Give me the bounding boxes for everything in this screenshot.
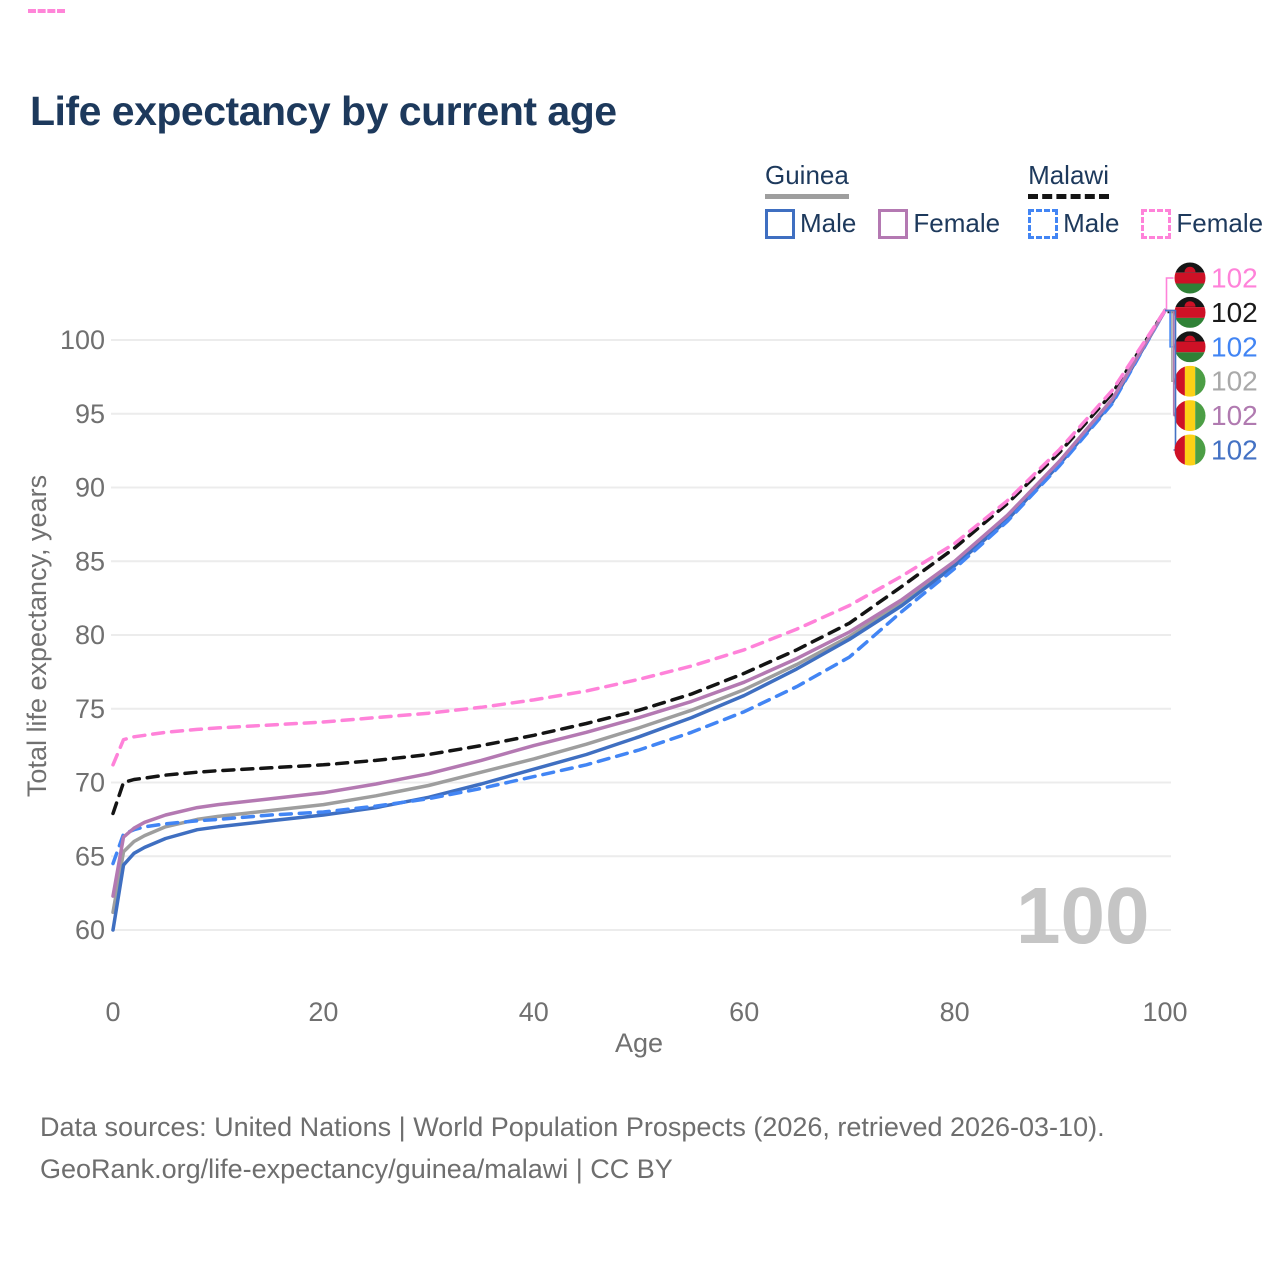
x-axis-title: Age (615, 1028, 663, 1058)
flag-malawi-icon (1174, 262, 1206, 294)
end-label-connector-guinea-total (1165, 309, 1174, 382)
stray-dash-artifact (28, 9, 65, 13)
y-tick-label: 75 (75, 694, 105, 724)
malawi-female-swatch-icon (1141, 208, 1172, 239)
legend-group-guinea: Guinea Male Female (765, 160, 1000, 239)
malawi-male-swatch-icon (1028, 208, 1059, 239)
series-line-malawi-total (111, 308, 1167, 816)
page-title: Life expectancy by current age (30, 88, 617, 134)
legend-group-malawi: Malawi Male Female (1028, 160, 1263, 239)
x-tick-label: 0 (105, 997, 120, 1027)
legend-item-label: Male (800, 208, 857, 238)
legend-item-label: Male (1063, 208, 1120, 238)
flag-malawi-icon (1174, 296, 1206, 328)
y-tick-label: 65 (75, 841, 105, 871)
flag-malawi-icon (1174, 331, 1206, 363)
x-tick-label: 20 (308, 997, 338, 1027)
end-value-label-malawi-male: 102 (1211, 331, 1258, 362)
y-tick-label: 70 (75, 768, 105, 798)
end-value-label-guinea-female: 102 (1211, 400, 1258, 431)
end-value-label-malawi-female: 102 (1211, 263, 1258, 294)
flag-guinea-icon (1174, 434, 1206, 466)
x-tick-label: 100 (1142, 997, 1187, 1027)
attribution-line: GeoRank.org/life-expectancy/guinea/malaw… (40, 1154, 673, 1184)
legend: Guinea Male Female Malawi Male (765, 160, 1263, 239)
legend-item-label: Female (913, 208, 1001, 238)
y-tick-label: 85 (75, 546, 105, 576)
end-value-label-guinea-male: 102 (1211, 435, 1258, 466)
series-line-guinea-male (111, 308, 1167, 932)
y-tick-label: 80 (75, 620, 105, 650)
legend-item-malawi-male[interactable]: Male (1028, 208, 1119, 239)
series-line-malawi-male (111, 308, 1167, 866)
legend-items-guinea: Male Female (765, 208, 1000, 239)
end-value-label-malawi-total: 102 (1211, 297, 1258, 328)
x-tick-label: 80 (940, 997, 970, 1027)
footer: Data sources: United Nations | World Pop… (40, 1106, 1105, 1190)
series-line-guinea-female (111, 308, 1167, 898)
legend-items-malawi: Male Female (1028, 208, 1263, 239)
legend-item-guinea-female[interactable]: Female (878, 208, 1000, 239)
legend-item-guinea-male[interactable]: Male (765, 208, 856, 239)
legend-item-malawi-female[interactable]: Female (1141, 208, 1263, 239)
y-tick-label: 100 (60, 325, 105, 355)
legend-item-label: Female (1176, 208, 1264, 238)
flag-guinea-icon (1174, 400, 1206, 432)
end-value-label-guinea-total: 102 (1211, 366, 1258, 397)
y-tick-label: 60 (75, 915, 105, 945)
legend-country-malawi[interactable]: Malawi (1028, 160, 1109, 199)
y-tick-label: 90 (75, 473, 105, 503)
flag-guinea-icon (1174, 365, 1206, 397)
series-line-malawi-female (111, 308, 1167, 767)
legend-country-guinea[interactable]: Guinea (765, 160, 849, 199)
y-axis-title: Total life expectancy, years (22, 475, 52, 797)
x-tick-label: 60 (729, 997, 759, 1027)
end-label-connector-malawi-female (1165, 277, 1174, 312)
x-tick-label: 40 (519, 997, 549, 1027)
guinea-female-swatch-icon (878, 208, 909, 239)
data-sources-line: Data sources: United Nations | World Pop… (40, 1112, 1105, 1142)
y-tick-label: 95 (75, 399, 105, 429)
guinea-male-swatch-icon (765, 208, 795, 239)
